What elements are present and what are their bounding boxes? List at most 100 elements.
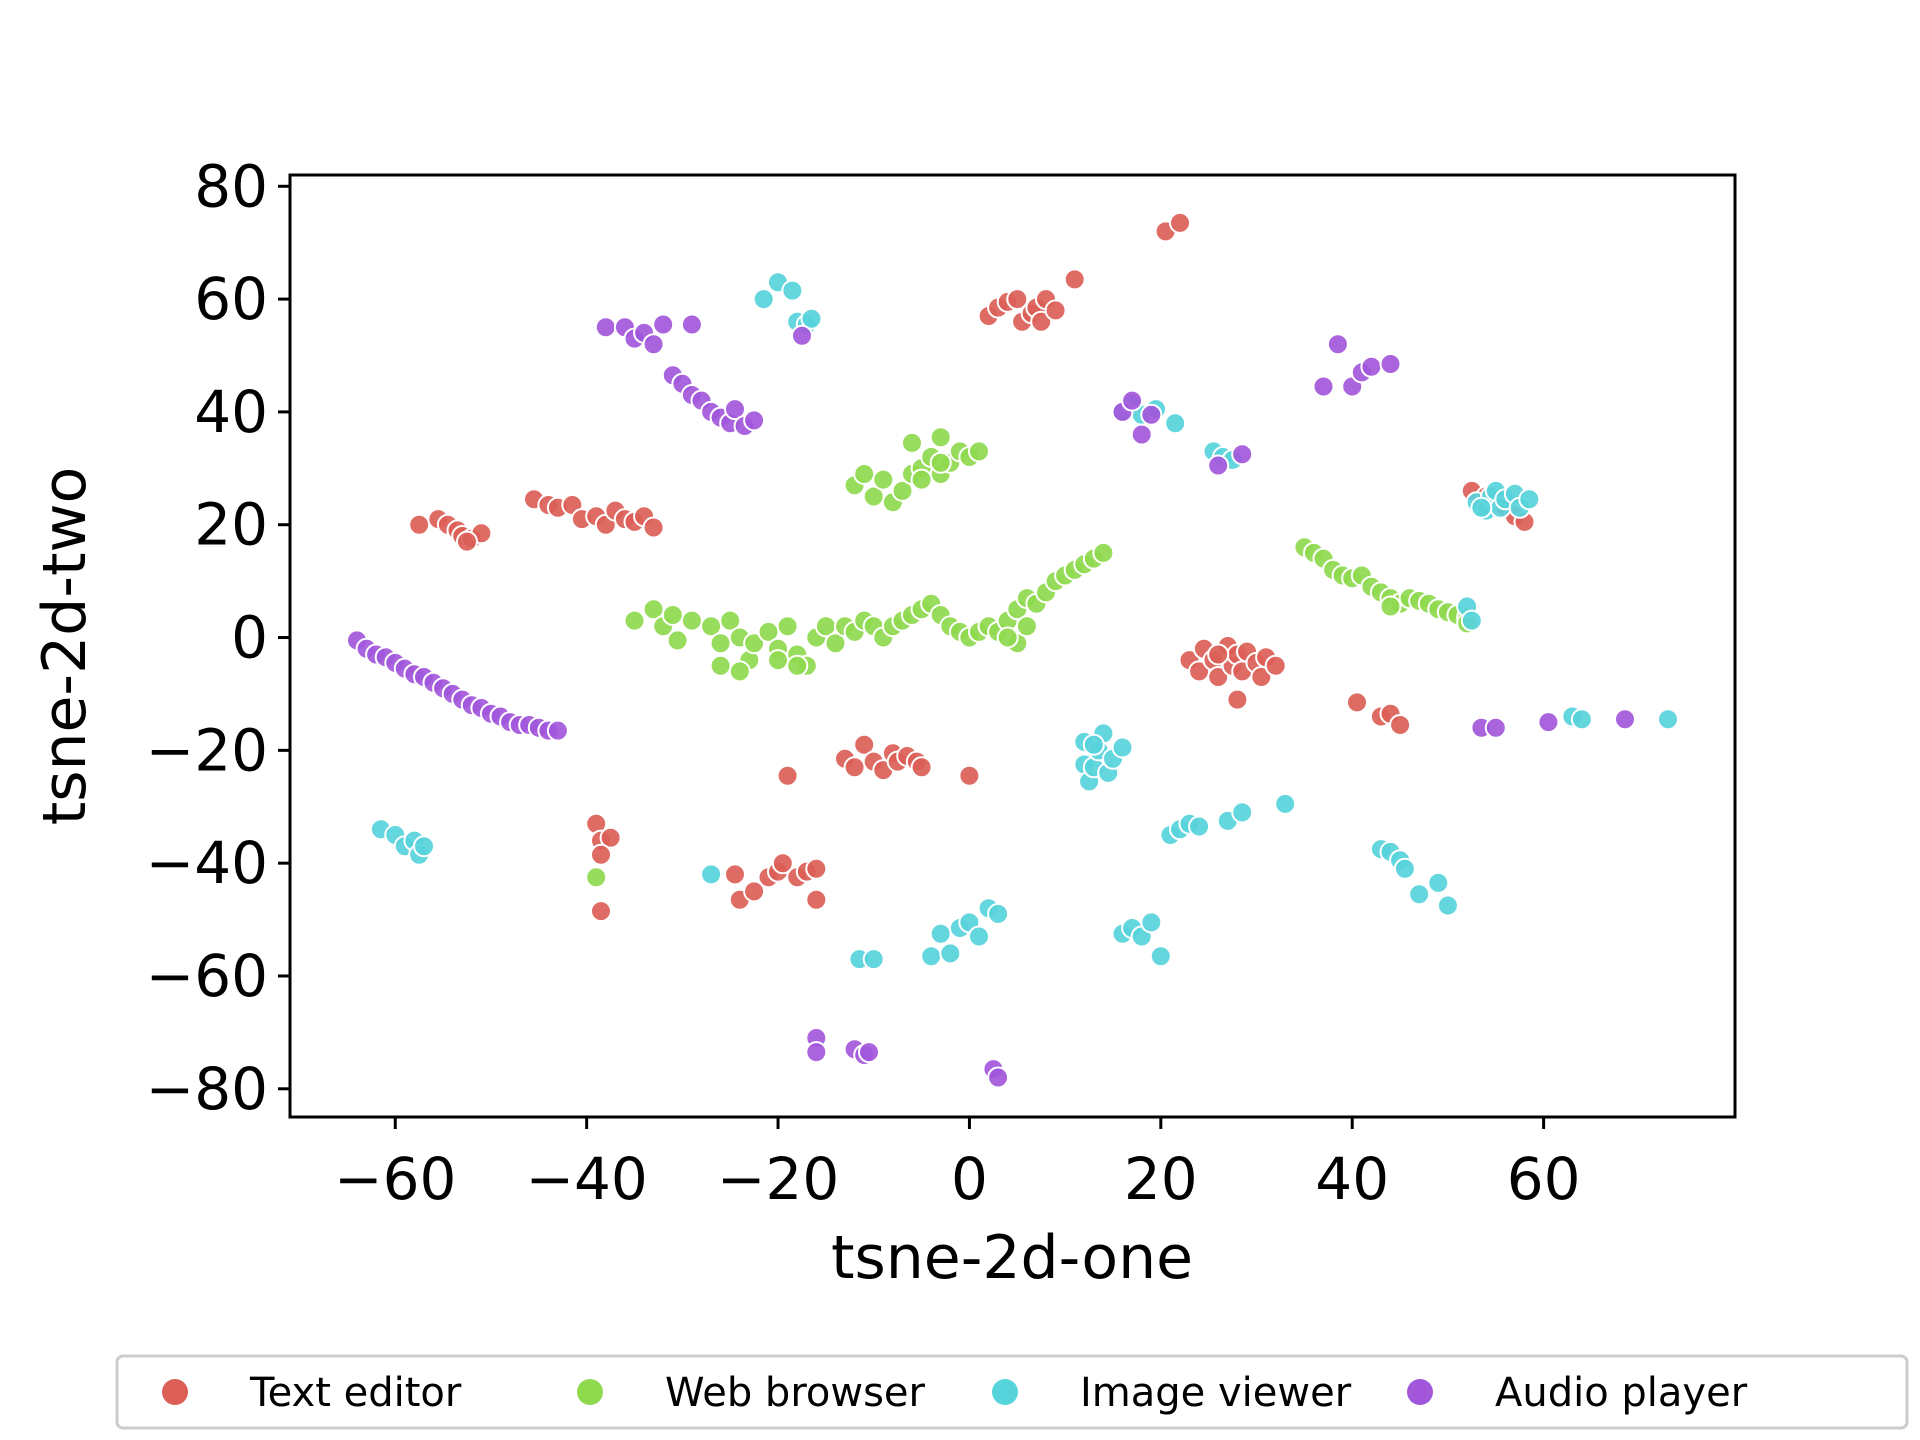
y-tick-label: −60 (146, 942, 268, 1010)
point-image-viewer-68 (1393, 857, 1416, 880)
legend-marker-image-viewer (992, 1379, 1018, 1405)
point-text-editor-79 (1389, 714, 1412, 736)
y-tick-label: −20 (146, 716, 268, 784)
point-image-viewer-35 (1082, 733, 1105, 756)
point-audio-player-27 (652, 313, 675, 336)
point-audio-player-21 (546, 719, 569, 742)
point-audio-player-47 (1326, 333, 1349, 356)
point-web-browser-7 (709, 632, 732, 655)
point-web-browser-71 (910, 468, 933, 491)
point-text-editor-34 (805, 888, 828, 911)
legend-label-audio-player: Audio player (1495, 1370, 1748, 1416)
point-text-editor-73 (1264, 654, 1287, 677)
point-text-editor-59 (1169, 211, 1191, 234)
point-image-viewer-73 (1570, 708, 1593, 731)
point-text-editor-75 (1207, 643, 1230, 666)
point-web-browser-51 (786, 654, 809, 677)
legend-label-web-browser: Web browser (665, 1370, 926, 1416)
point-web-browser-70 (929, 426, 952, 449)
point-text-editor-50 (1006, 288, 1029, 311)
point-web-browser-69 (901, 431, 923, 454)
point-audio-player-22 (594, 316, 617, 339)
point-text-editor-22 (599, 826, 622, 849)
x-tick-label: −40 (525, 1145, 647, 1213)
legend-label-image-viewer: Image viewer (1080, 1370, 1352, 1416)
x-tick-label: 0 (951, 1145, 988, 1213)
point-text-editor-46 (910, 756, 933, 779)
point-web-browser-47 (1092, 541, 1115, 564)
x-tick-label: 60 (1507, 1145, 1581, 1213)
point-text-editor-35 (776, 764, 799, 787)
point-image-viewer-5 (800, 307, 823, 330)
point-web-browser-14 (776, 615, 799, 638)
point-image-viewer-22 (1518, 488, 1541, 511)
point-image-viewer-74 (1657, 708, 1679, 731)
point-image-viewer-71 (1436, 894, 1459, 917)
legend-marker-web-browser (577, 1379, 603, 1405)
point-audio-player-28 (680, 313, 703, 336)
point-audio-player-41 (1121, 389, 1144, 412)
point-audio-player-36 (724, 398, 746, 421)
point-web-browser-8 (719, 609, 742, 632)
point-web-browser-60 (891, 479, 914, 502)
point-text-editor-19 (642, 516, 665, 539)
point-web-browser-58 (872, 468, 895, 491)
point-text-editor-7 (456, 530, 478, 553)
point-text-editor-76 (1346, 691, 1368, 714)
y-tick-label: 60 (194, 265, 268, 333)
point-text-editor-25 (724, 863, 746, 886)
point-text-editor-39 (853, 733, 876, 756)
plot-frame (288, 173, 1737, 1119)
x-tick-label: −20 (717, 1145, 839, 1213)
point-web-browser-72 (929, 451, 952, 474)
x-axis-label: tsne-2d-one (831, 1223, 1193, 1293)
point-image-viewer-57 (1149, 945, 1172, 968)
point-web-browser-49 (709, 654, 732, 677)
point-audio-player-57 (805, 1041, 828, 1064)
point-audio-player-43 (1140, 403, 1163, 426)
point-audio-player-26 (642, 333, 665, 356)
point-audio-player-54 (1537, 711, 1560, 734)
point-image-viewer-46 (929, 922, 952, 945)
legend-marker-audio-player (1407, 1379, 1433, 1405)
point-image-viewer-23 (1470, 496, 1493, 519)
point-image-viewer-63 (1231, 801, 1254, 824)
point-web-browser-92 (1379, 595, 1402, 618)
y-tick-label: 0 (231, 604, 268, 672)
point-audio-player-45 (1231, 443, 1254, 466)
point-audio-player-44 (1207, 454, 1230, 477)
point-text-editor-24 (590, 900, 612, 923)
point-image-viewer-50 (968, 925, 990, 948)
point-web-browser-4 (666, 629, 689, 652)
point-text-editor-38 (843, 756, 866, 779)
point-web-browser-50 (767, 649, 789, 672)
point-image-viewer-0 (752, 288, 775, 311)
point-web-browser-5 (680, 609, 703, 632)
point-audio-player-39 (791, 324, 813, 347)
point-web-browser-68 (968, 440, 990, 463)
point-image-viewer-41 (413, 835, 435, 858)
y-tick-label: 40 (194, 378, 268, 446)
point-image-viewer-25 (1460, 609, 1483, 632)
point-image-viewer-47 (939, 942, 962, 965)
point-text-editor-74 (1226, 688, 1249, 711)
point-audio-player-46 (1312, 375, 1335, 398)
point-audio-player-42 (1130, 423, 1153, 446)
point-text-editor-36 (958, 764, 981, 787)
point-image-viewer-44 (862, 948, 885, 971)
point-audio-player-51 (1379, 353, 1402, 375)
x-tick-label: 40 (1315, 1145, 1389, 1213)
point-text-editor-64 (1207, 666, 1230, 688)
point-audio-player-53 (1484, 716, 1507, 739)
point-web-browser-19 (824, 632, 847, 655)
x-tick-label: −60 (334, 1145, 456, 1213)
point-web-browser-48 (728, 660, 751, 683)
point-image-viewer-10 (1164, 412, 1187, 435)
legend-items: Text editor Web browser Image viewer Audio … (162, 1370, 1748, 1416)
point-text-editor-27 (743, 880, 766, 903)
y-tick-label: 80 (194, 152, 268, 220)
point-audio-player-50 (1360, 355, 1383, 378)
point-web-browser-54 (996, 626, 1019, 649)
point-image-viewer-52 (987, 902, 1010, 925)
